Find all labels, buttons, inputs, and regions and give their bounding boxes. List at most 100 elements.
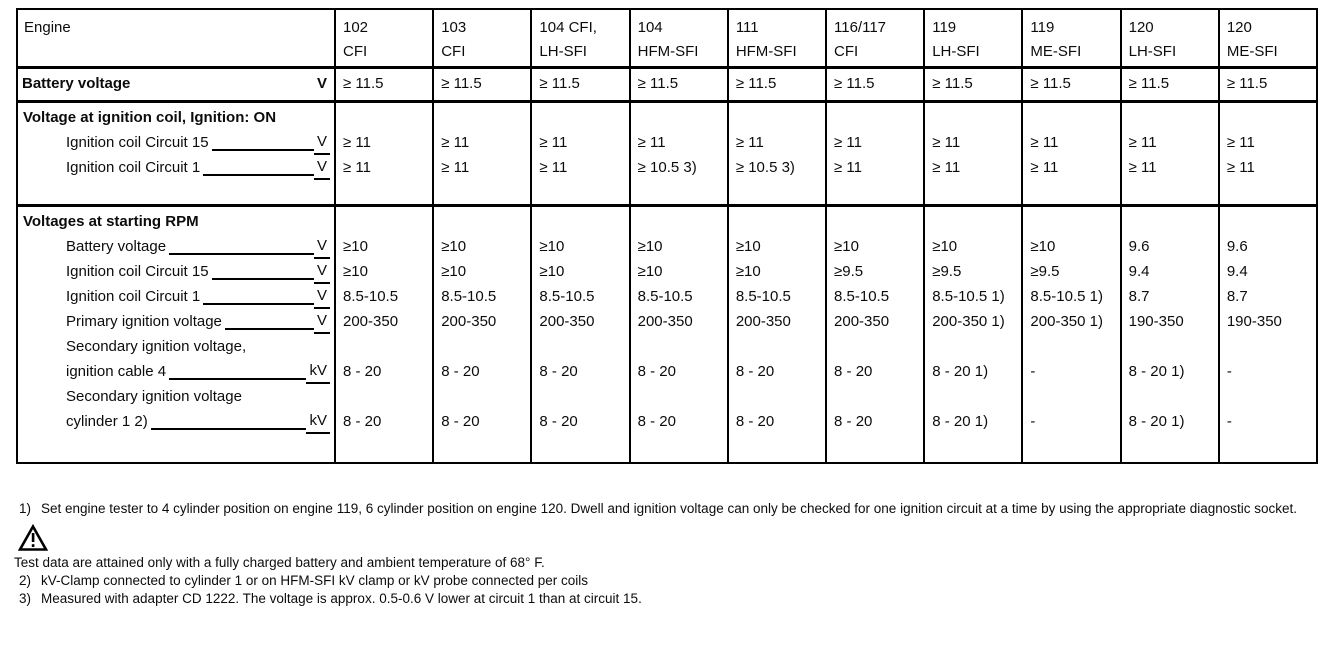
value-cell: ≥ 11.5 [334,69,432,100]
label-underline-fill [203,155,314,176]
table-section-2: Voltages at starting RPM Battery voltage V… [18,207,1316,462]
value-cell: ≥10 ≥10 8.5-10.5 200-350 8 - 20 8 - 20 [334,207,432,462]
unit-label: V [313,284,330,309]
row-label-line: Voltage at ignition coil, Ignition: ON [22,105,330,130]
value-cell: ≥ 11 ≥ 11 [1119,103,1218,204]
unit-label: V [313,155,330,180]
value-line: ≥ 11 [343,134,371,151]
value-line: - [1030,413,1036,430]
column-header-119-me-sfi: 119 ME-SFI [1021,10,1119,66]
value-line [638,334,725,359]
value-line: ≥ 11 [1128,159,1157,176]
value-line: - [1226,363,1232,380]
value-line: ≥10 [735,238,761,255]
value-cell: ≥ 11.5 [432,69,530,100]
engine-header-label: Engine [24,19,71,36]
value-line: 200-350 [539,313,595,330]
row-label-line: ignition cable 4 kV [22,359,330,384]
footnote-1-marker: 1) [19,501,32,516]
value-cell: ≥ 11.5 [530,69,628,100]
value-line: 8.5-10.5 [637,288,693,305]
value-cell: ≥ 11 ≥ 11 [923,103,1021,204]
value-line [736,384,823,409]
value-line: ≥10 [637,263,663,280]
column-header-line: ME-SFI [1030,43,1082,60]
value-line [932,334,1019,359]
column-header-103-cfi: 103 CFI [432,10,530,66]
value-line: ≥ 11 [932,159,961,176]
footnote-3-text: Measured with adapter CD 1222. The volta… [41,591,642,606]
value-line [834,209,921,234]
value-line: 8 - 20 1) [932,413,989,430]
row-label-text: ignition cable 4 [66,363,167,380]
row-label-line: Ignition coil Circuit 1 V [22,284,330,309]
value-line: 8 - 20 [343,363,382,380]
value-line [1129,209,1216,234]
unit-label: kV [306,359,330,384]
value-line [1030,384,1117,409]
value-cell: ≥ 11 ≥ 11 [825,103,923,204]
value-line [1030,105,1117,130]
value-cell: ≥ 11.5 [1021,69,1119,100]
row-label-line: cylinder 1 2) kV [22,409,330,434]
value-line: 9.4 [1128,263,1150,280]
footnote-2: 2) kV-Clamp connected to cylinder 1 or o… [14,572,1332,589]
value-line [539,105,626,130]
value-line: ≥ 11 [1030,134,1059,151]
value-line: 8.5-10.5 [735,288,791,305]
value-line: ≥10 [834,238,859,255]
value-line: ≥ 11 [441,159,470,176]
value-cell: ≥ 11.5 [1217,69,1316,100]
column-header-line: 104 CFI, [539,19,597,36]
value-line: 190-350 [1226,313,1282,330]
value-line: ≥ 11.5 [343,75,384,92]
value-line [932,384,1019,409]
value-line [343,209,430,234]
value-line: ≥ 11.5 [1226,75,1268,92]
footnote-3: 3) Measured with adapter CD 1222. The vo… [14,590,1332,607]
row-label-text: Ignition coil Circuit 15 [66,134,209,151]
value-line: 8 - 20 [441,363,480,380]
column-header-line: HFM-SFI [735,43,797,60]
column-header-104-hfm-sfi: 104 HFM-SFI [628,10,727,66]
value-line: ≥9.5 [932,263,962,280]
value-cell: ≥ 11 ≥ 10.5 3) [726,103,825,204]
value-line [1227,334,1314,359]
value-line: 190-350 [1128,313,1184,330]
value-line: 8.5-10.5 [343,288,399,305]
value-line: ≥10 [1030,238,1056,255]
row-label-text: Primary ignition voltage [66,313,222,330]
value-line: 200-350 [343,313,399,330]
value-line: ≥10 [343,263,368,280]
value-line [539,334,626,359]
value-cell: ≥ 11.5 [923,69,1021,100]
value-line: 8.5-10.5 [539,288,595,305]
column-header-line: CFI [441,43,466,60]
value-line: 8.5-10.5 1) [1030,288,1103,305]
value-cell: ≥10 ≥10 8.5-10.5 200-350 8 - 20 8 - 20 [530,207,628,462]
value-line: 8 - 20 [343,413,382,430]
value-line [1030,334,1117,359]
row-label-line: Ignition coil Circuit 15 V [22,130,330,155]
value-line [539,209,626,234]
label-underline-fill [211,259,314,280]
value-line [736,209,823,234]
row-label-text: Ignition coil Circuit 1 [66,159,201,176]
column-header-line: CFI [343,43,368,60]
column-header-line: 116/117 [834,19,887,36]
value-line: ≥ 11 [343,159,371,176]
value-line: 9.6 [1226,238,1248,255]
label-underline-fill [203,284,314,305]
column-header-line: LH-SFI [1128,43,1177,60]
value-line: 8 - 20 [735,413,775,430]
value-line [638,105,725,130]
row-label-text: Battery voltage [66,238,167,255]
corner-cell-engine: Engine [18,10,334,66]
footnotes: 1) Set engine tester to 4 cylinder posit… [14,500,1332,607]
footnote-1-text: Set engine tester to 4 cylinder position… [41,501,1298,516]
value-line [1129,384,1216,409]
column-header-line: 119 [1030,19,1055,36]
value-cell: ≥10 ≥9.5 8.5-10.5 200-350 8 - 20 8 - 20 [825,207,923,462]
value-line: 8.5-10.5 [441,288,497,305]
value-line [1129,334,1216,359]
